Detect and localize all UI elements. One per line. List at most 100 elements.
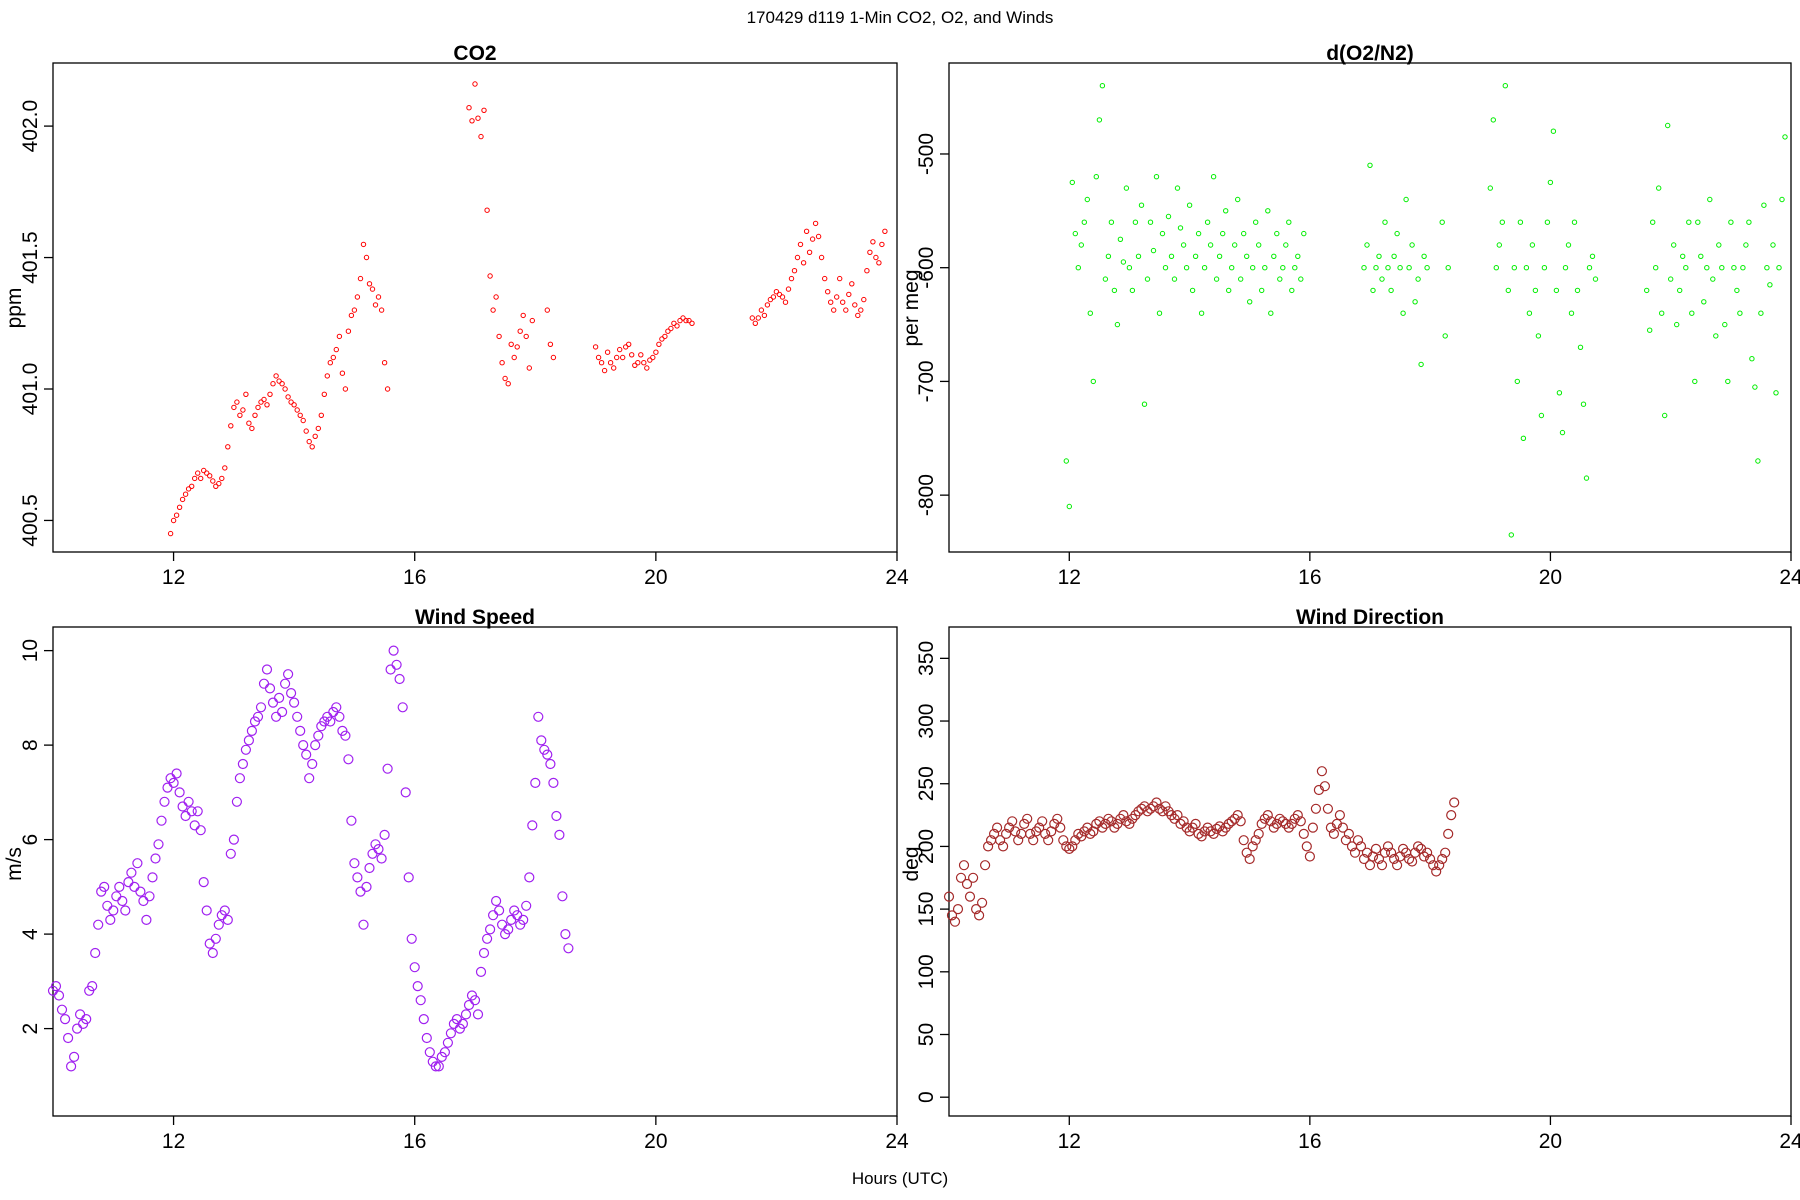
o2-data-point xyxy=(1394,230,1400,237)
wind-speed-x-tick-label: 16 xyxy=(403,1130,426,1153)
wind-speed-y-tick-label: 8 xyxy=(19,739,42,751)
wind-direction-data-point xyxy=(955,872,967,883)
o2-data-point xyxy=(1138,202,1145,208)
wind-direction-data-point xyxy=(1106,816,1117,827)
o2-data-point xyxy=(1370,287,1376,294)
o2-data-point xyxy=(1277,276,1283,282)
co2-data-point xyxy=(312,433,318,439)
wind-speed-data-point xyxy=(439,1047,450,1058)
wind-direction-data-point xyxy=(1169,813,1180,824)
wind-direction-data-point xyxy=(1421,847,1433,858)
o2-data-point xyxy=(1755,458,1761,464)
o2-data-point xyxy=(1568,310,1575,316)
wind-direction-data-point xyxy=(1358,853,1370,865)
wind-direction-data-point xyxy=(1121,816,1132,827)
co2-data-point xyxy=(755,315,761,321)
wind-direction-data-point xyxy=(1373,853,1385,865)
co2-x-tick-label: 12 xyxy=(162,566,185,589)
wind-direction-data-point xyxy=(1127,813,1138,824)
wind-direction-data-point xyxy=(958,860,970,871)
wind-direction-data-point xyxy=(1274,813,1285,824)
wind-direction-data-point xyxy=(1097,822,1108,833)
o2-data-point xyxy=(1247,299,1253,305)
o2-data-point xyxy=(1364,242,1370,248)
co2-data-point xyxy=(487,273,493,279)
wind-speed-data-point xyxy=(382,763,393,774)
wind-direction-axes: 12 16 20 24 0 50 100 150 200 250 300 350 xyxy=(915,641,1800,1153)
co2-data-point xyxy=(264,402,270,408)
wind-direction-data-point xyxy=(949,916,961,927)
wind-speed-data-point xyxy=(415,995,426,1006)
wind-speed-data-point xyxy=(298,739,309,751)
co2-data-point xyxy=(858,307,864,313)
o2-data-point xyxy=(1162,265,1169,271)
wind-direction-data-point xyxy=(1244,853,1255,865)
wind-direction-data-point xyxy=(1094,816,1105,827)
o2-data-point xyxy=(1298,276,1304,282)
wind-direction-data-point xyxy=(1379,847,1391,858)
o2-data-point xyxy=(1541,265,1548,271)
co2-data-point xyxy=(375,294,382,300)
o2-data-point xyxy=(1580,401,1587,407)
wind-speed-data-point xyxy=(213,919,224,930)
wind-speed-data-point xyxy=(258,678,270,689)
o2-data-point xyxy=(1589,253,1596,259)
wind-speed-data-point xyxy=(186,806,197,817)
wind-direction-data-point xyxy=(1382,841,1394,852)
o2-data-point xyxy=(1099,83,1106,89)
o2-data-point xyxy=(1499,219,1506,225)
co2-data-point xyxy=(481,107,487,114)
o2-data-point xyxy=(1238,276,1244,282)
wind-speed-data-point xyxy=(295,725,306,737)
wind-direction-data-point xyxy=(1431,866,1442,877)
o2-data-point xyxy=(1072,230,1079,237)
wind-speed-data-point xyxy=(198,876,209,888)
co2-data-point xyxy=(315,425,321,432)
wind-speed-data-point xyxy=(237,758,248,770)
co2-data-point xyxy=(550,354,557,361)
wind-speed-points xyxy=(47,645,574,1072)
wind-speed-data-point xyxy=(243,735,254,746)
co2-data-point xyxy=(291,402,297,408)
wind-direction-data-point xyxy=(1000,828,1012,840)
co2-data-point xyxy=(644,365,650,371)
wind-speed-data-point xyxy=(307,758,318,770)
co2-data-point xyxy=(351,307,358,313)
wind-speed-data-point xyxy=(50,980,62,992)
wind-speed-data-point xyxy=(150,853,161,864)
figure-x-axis-label: Hours (UTC) xyxy=(852,1169,948,1188)
wind-speed-data-point xyxy=(506,914,517,926)
wind-direction-data-point xyxy=(1172,809,1183,821)
wind-direction-data-point xyxy=(1256,818,1267,830)
co2-data-point xyxy=(815,233,822,240)
co2-data-point xyxy=(779,294,786,300)
o2-y-tick-label: -600 xyxy=(915,247,938,289)
o2-data-point xyxy=(1126,265,1133,271)
co2-data-point xyxy=(276,378,282,384)
wind-speed-data-point xyxy=(177,801,188,812)
o2-data-point xyxy=(1226,287,1232,294)
wind-direction-data-point xyxy=(1103,813,1114,824)
o2-axes: 12 16 20 24 -500 -600 -700 -800 xyxy=(915,133,1800,589)
co2-data-point xyxy=(216,480,222,487)
o2-x-tick-label: 20 xyxy=(1539,566,1562,589)
wind-direction-data-point xyxy=(1196,831,1207,842)
o2-data-point xyxy=(1412,299,1418,305)
o2-data-point xyxy=(1093,174,1100,180)
co2-data-point xyxy=(514,344,520,350)
wind-speed-data-point xyxy=(126,867,137,878)
wind-speed-data-point xyxy=(255,702,267,713)
co2-data-point xyxy=(686,317,692,324)
o2-data-point xyxy=(1189,287,1196,294)
co2-data-point xyxy=(360,241,367,248)
wind-direction-data-point xyxy=(1391,860,1403,871)
o2-data-point xyxy=(1210,174,1217,180)
o2-data-point xyxy=(1647,327,1653,333)
o2-data-point xyxy=(1123,185,1130,191)
wind-direction-data-point xyxy=(1319,781,1331,792)
co2-data-point xyxy=(336,333,343,340)
wind-speed-data-point xyxy=(460,1009,472,1020)
o2-data-point xyxy=(1201,265,1208,271)
o2-data-point xyxy=(1147,219,1154,225)
co2-data-point xyxy=(840,299,846,305)
